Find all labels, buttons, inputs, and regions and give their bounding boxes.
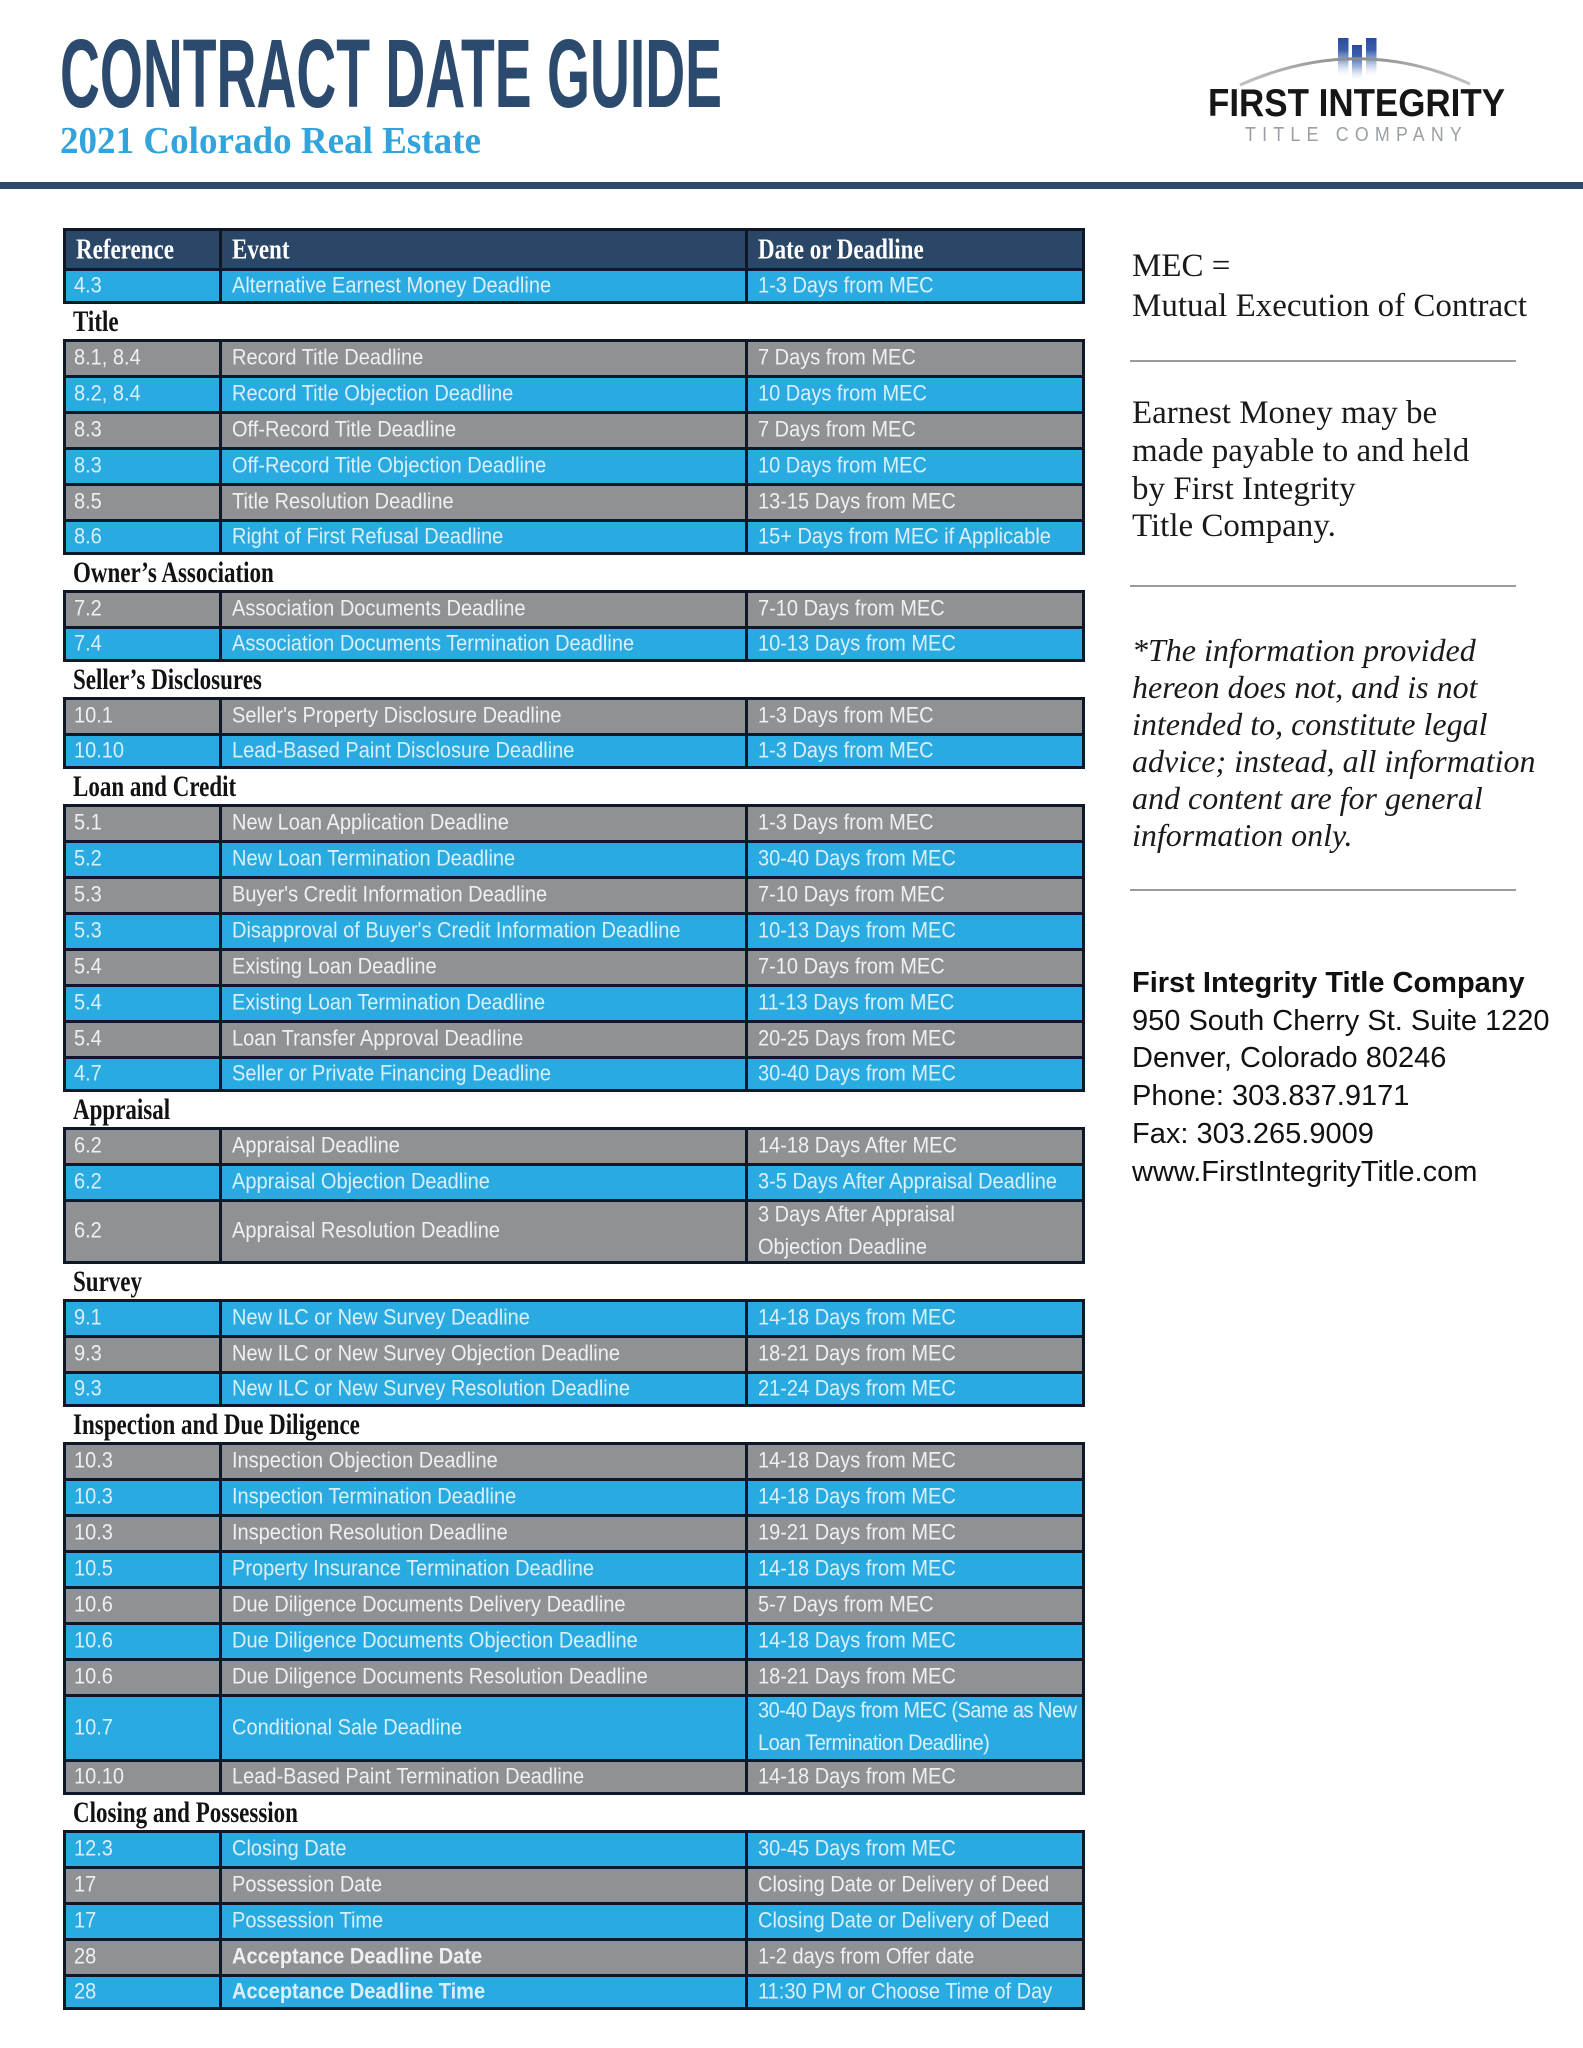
svg-text:2021 Colorado Real Estate: 2021 Colorado Real Estate [60,120,481,162]
svg-text:CONTRACT DATE GUIDE: CONTRACT DATE GUIDE [60,19,722,128]
svg-text:FIRST INTEGRITY: FIRST INTEGRITY [1208,82,1505,125]
svg-text:TITLE COMPANY: TITLE COMPANY [1245,124,1468,146]
